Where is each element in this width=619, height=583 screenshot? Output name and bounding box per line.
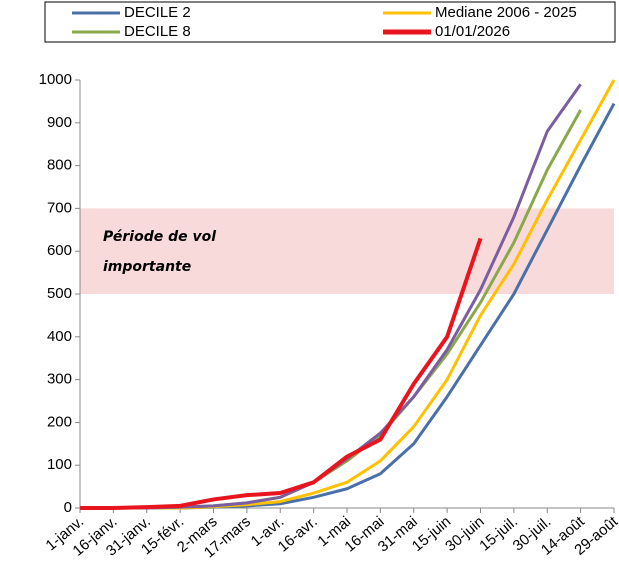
y-tick-label: 600: [47, 242, 72, 259]
y-tick-label: 900: [47, 114, 72, 131]
y-tick-label: 0: [64, 499, 72, 516]
band-label: importante: [103, 259, 191, 275]
series-line: [80, 83, 582, 510]
band-label: Période de vol: [103, 229, 216, 245]
legend-label: DECILE 2: [124, 4, 191, 21]
y-tick-label: 800: [47, 157, 72, 174]
y-tick-label: 400: [47, 328, 72, 345]
x-tick-label: 30-juin: [442, 513, 487, 555]
highlight-band: [80, 208, 614, 294]
y-tick-label: 300: [47, 371, 72, 388]
y-tick-label: 700: [47, 199, 72, 216]
legend-box: [44, 1, 616, 43]
y-tick-label: 200: [47, 413, 72, 430]
y-tick-label: 1000: [39, 71, 72, 88]
legend-label: Mediane 2006 - 2025: [435, 4, 577, 21]
legend-label: DECILE 8: [124, 23, 191, 40]
series-line: [80, 237, 483, 510]
y-tick-label: 500: [47, 285, 72, 302]
y-tick-label: 100: [47, 456, 72, 473]
legend-label: 01/01/2026: [435, 23, 510, 40]
